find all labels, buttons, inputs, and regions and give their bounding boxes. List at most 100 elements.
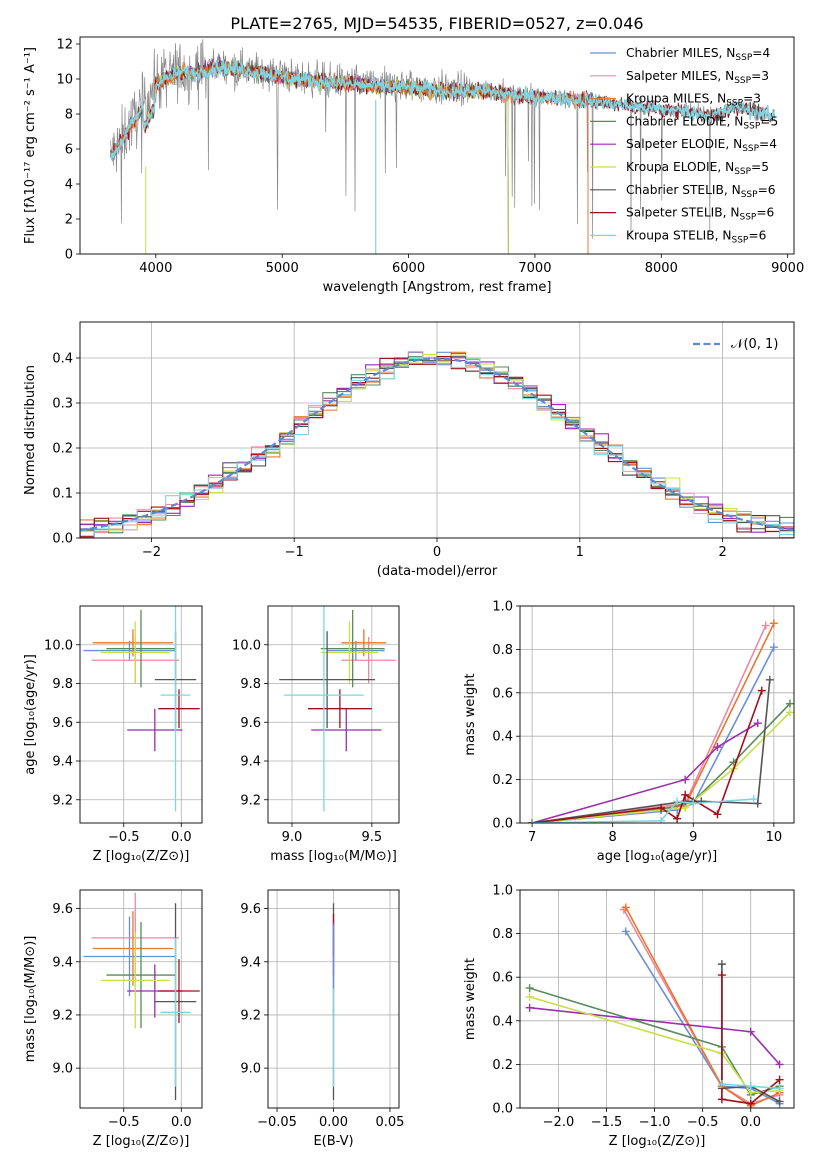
series-marker [713,810,722,819]
series-line [625,907,780,1107]
series-marker [657,816,666,823]
x-tick-label: 10 [766,830,783,845]
model-line-kroupa-stelib [109,59,776,161]
x-tick-label: 0.0 [171,830,192,845]
gaussian-curve [80,357,794,532]
y-tick-label: 10 [56,73,73,88]
axes-frame [519,889,795,1109]
plot-area [528,619,794,823]
series-line [532,623,775,823]
series-marker [746,1082,755,1091]
x-axis-label: wavelength [Angstrom, rest frame] [323,280,552,295]
x-tick-label: 8 [609,830,617,845]
y-axis-label: mass weight [463,673,478,755]
y-tick-label: 10.0 [44,638,73,653]
x-tick-label: 9.0 [282,830,303,845]
histogram-salpeter-stelib [80,356,794,537]
series-marker [525,1003,534,1012]
series-marker [525,984,534,993]
y-tick-label: 12 [56,38,73,53]
y-tick-label: 0.6 [492,971,513,986]
series-marker [713,743,722,752]
y-tick-label: 0.1 [52,487,73,502]
x-tick-label: −2.0 [543,1115,575,1130]
series-marker [761,621,770,630]
plot-area [525,903,784,1108]
series-marker [689,799,698,808]
x-tick-label: 0 [433,545,441,560]
y-tick-label: 9.2 [240,1008,261,1023]
x-tick-label: −0.05 [257,1115,297,1130]
series-marker [775,1084,784,1093]
y-tick-label: 4 [65,178,73,193]
series-marker [775,1097,784,1106]
series-marker [681,790,690,799]
y-axis-label: mass [log₁₀(M/M⊙)] [23,936,38,1063]
y-tick-label: 9.6 [52,716,73,731]
legend-label: Kroupa ELODIE, NSSP=5 [626,160,769,177]
y-tick-label: 9.6 [240,716,261,731]
y-tick-label: 9.8 [240,677,261,692]
histogram-kroupa-stelib [80,357,794,538]
y-tick-label: 0.3 [52,397,73,412]
series-marker [621,927,630,936]
y-tick-label: 9.2 [240,793,261,808]
panel-age-vs-Z: −0.5 0.0 9.2 9.4 9.6 9.8 10.0 Z [log₁₀(Z/Z⊙)] ag… [23,605,203,864]
series-marker [769,619,778,628]
y-tick-label: 0.2 [492,773,513,788]
series-line [531,722,759,823]
axes-frame [267,889,400,1109]
x-axis-label: Z [log₁₀(Z/Z⊙)] [93,849,190,864]
series-marker [757,686,766,695]
plot-area [109,39,776,254]
series-line [623,909,780,1105]
series-marker [525,992,534,1001]
legend: Chabrier MILES, NSSP=4 Salpeter MILES, NS… [590,46,778,245]
x-tick-label: 0.00 [319,1115,348,1130]
series-marker [657,803,666,812]
series-line [531,679,771,823]
axes-frame [267,605,400,824]
y-tick-label: 0 [65,248,73,263]
series-marker [749,795,758,804]
x-tick-label: 8000 [645,261,678,276]
x-tick-label: 4000 [139,261,172,276]
y-tick-label: 2 [65,213,73,228]
y-tick-label: 0.2 [52,442,73,457]
x-axis-label: age [log₁₀(age/yr)] [597,849,718,864]
x-tick-label: −0.5 [108,830,140,845]
x-tick-label: 9000 [771,261,804,276]
legend-label: Chabrier ELODIE, NSSP=5 [626,114,778,131]
panel-age-vs-mass: 9.0 9.5 9.2 9.4 9.6 9.8 10.0 mass [log₁₀(M/M⊙)] [232,605,400,864]
series-marker [717,1080,726,1089]
x-tick-label: −2 [142,545,161,560]
series-marker [746,1027,755,1036]
x-tick-label: 9.5 [361,830,382,845]
y-tick-label: 0.4 [492,1014,513,1029]
legend-label: Salpeter MILES, NSSP=3 [626,69,769,86]
x-tick-label: 7000 [518,261,551,276]
panel-residuals: −2 −1 0 1 2 0.0 0.1 0.2 0.3 0.4 (data-model)/error… [23,321,795,579]
series-marker [785,708,794,717]
legend-label: Chabrier MILES, NSSP=4 [626,46,770,63]
y-tick-label: 0.4 [52,352,73,367]
series-marker [717,971,726,980]
y-tick-label: 0.8 [492,927,513,942]
y-tick-label: 0.4 [492,730,513,745]
x-axis-label: E(B-V) [313,1134,353,1149]
axes-frame [79,889,203,1109]
series-marker [681,775,690,784]
x-tick-label: 0.0 [740,1115,761,1130]
series-marker [765,675,774,684]
y-tick-label: 0.8 [492,643,513,658]
y-tick-label: 9.2 [52,1008,73,1023]
series-marker [753,719,762,728]
x-axis-label: mass [log₁₀(M/M⊙)] [270,849,397,864]
panel-mass-weight-vs-age: 7 8 9 10 0.0 0.2 0.4 0.6 0.8 1.0 age [log₁₀(age/yr… [463,600,795,864]
y-tick-label: 9.6 [240,902,261,917]
legend-label: 𝒩(0, 1) [731,337,778,352]
x-tick-label: −0.5 [108,1115,140,1130]
x-tick-label: −1.5 [591,1115,623,1130]
x-tick-label: 2 [718,545,726,560]
y-tick-label: 0.0 [492,1102,513,1117]
